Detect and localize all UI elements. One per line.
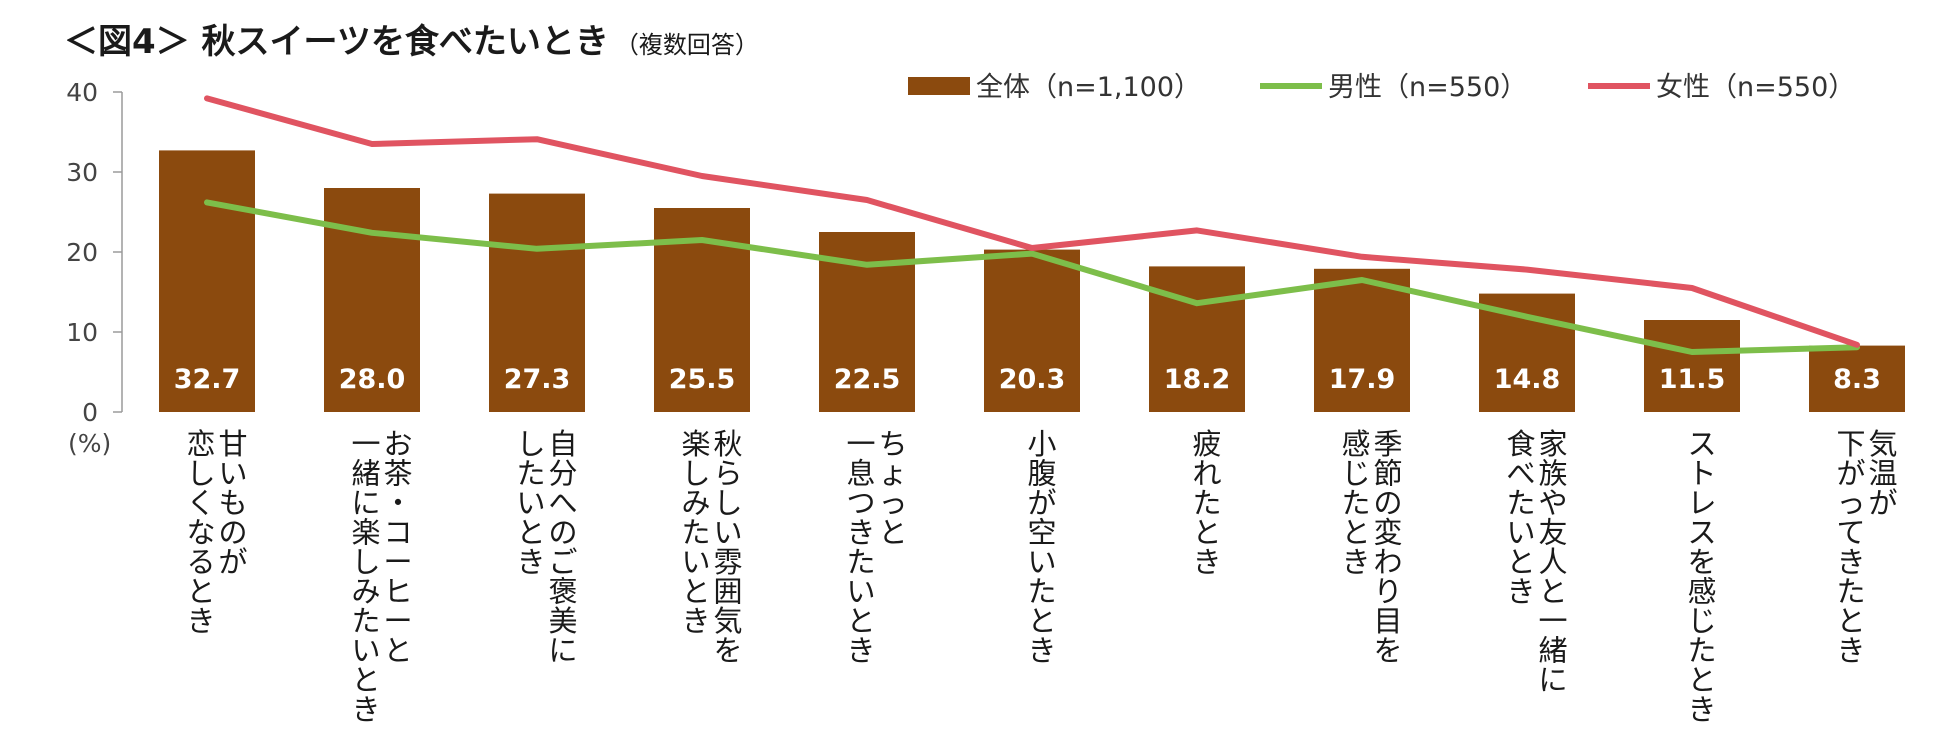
category-label-line: 一緒に楽しみたいとき <box>351 427 380 727</box>
bar-value-label: 20.3 <box>999 364 1066 395</box>
category-label-line: ちょっと <box>878 427 907 550</box>
bar <box>1644 320 1740 412</box>
category-label-line: 秋らしい雰囲気を <box>713 427 742 668</box>
category-label-line: 疲れたとき <box>1192 427 1221 579</box>
bar-value-label: 27.3 <box>504 364 571 395</box>
y-tick-label: 0 <box>82 398 98 427</box>
legend-item: 全体（n=1,100） <box>908 72 1201 103</box>
category-label-line: 下がってきたとき <box>1836 427 1865 668</box>
chart-subtitle: （複数回答） <box>614 31 759 59</box>
bar <box>1479 293 1575 412</box>
category-label-line: お茶・コーヒーと <box>383 427 412 668</box>
category-label-line: 一息つきたいとき <box>846 427 875 668</box>
category-label-line: ストレスを感じたとき <box>1687 427 1716 727</box>
category-label-line: 季節の変わり目を <box>1373 427 1402 668</box>
y-tick-label: 30 <box>66 158 98 187</box>
bar <box>159 150 255 412</box>
category-label-line: 恋しくなるとき <box>186 427 215 638</box>
y-axis-unit-label: (%) <box>68 429 111 458</box>
bar-value-label: 25.5 <box>669 364 736 395</box>
line-series <box>204 95 1860 355</box>
bar-series <box>159 150 1905 412</box>
category-label: 小腹が空いたとき <box>1027 427 1056 668</box>
data-labels: 32.7 28.0 27.3 25.5 22.5 20.3 18.2 17.9 14.8 11.5… <box>174 364 1881 395</box>
bar-value-label: 22.5 <box>834 364 901 395</box>
category-label-line: 感じたとき <box>1341 427 1370 579</box>
category-label-line: 自分へのご褒美に <box>548 427 577 668</box>
legend-label: 女性（n=550） <box>1656 72 1855 103</box>
category-label: 疲れたとき <box>1192 427 1221 579</box>
bar-value-label: 8.3 <box>1833 364 1881 395</box>
bar-value-label: 11.5 <box>1659 364 1726 395</box>
bar <box>984 249 1080 412</box>
chart-title: ＜図4＞ 秋スイーツを食べたいとき <box>64 22 609 62</box>
category-label-line: 楽しみたいとき <box>681 427 710 638</box>
bar-value-label: 14.8 <box>1494 364 1561 395</box>
bar <box>1314 268 1410 412</box>
y-tick-label: 20 <box>66 238 98 267</box>
title-row: ＜図4＞ 秋スイーツを食べたいとき （複数回答） <box>64 14 759 63</box>
category-label-line: 家族や友人と一緒に <box>1538 427 1567 697</box>
y-tick-label: 40 <box>66 78 98 107</box>
category-label-line: 甘いものが <box>218 427 247 579</box>
category-label: ストレスを感じたとき <box>1687 427 1716 727</box>
legend-item: 女性（n=550） <box>1588 72 1855 103</box>
category-label-line: 小腹が空いたとき <box>1027 427 1056 668</box>
legend-label: 全体（n=1,100） <box>976 72 1201 103</box>
bar-value-label: 18.2 <box>1164 364 1231 395</box>
bar <box>489 193 585 412</box>
bar-value-label: 17.9 <box>1329 364 1396 395</box>
legend-label: 男性（n=550） <box>1328 72 1527 103</box>
bar-value-label: 28.0 <box>339 364 406 395</box>
category-label-line: 食べたいとき <box>1506 427 1535 609</box>
y-axis: 0 10 20 30 40 (%) <box>66 78 123 458</box>
legend-item: 男性（n=550） <box>1260 72 1527 103</box>
category-label-line: 気温が <box>1868 427 1897 520</box>
category-label-line: したいとき <box>516 427 545 579</box>
legend: 全体（n=1,100） 男性（n=550） 女性（n=550） <box>908 72 1855 103</box>
legend-swatch <box>908 77 970 95</box>
bar <box>1809 345 1905 412</box>
bar-value-label: 32.7 <box>174 364 241 395</box>
y-tick-label: 10 <box>66 318 98 347</box>
